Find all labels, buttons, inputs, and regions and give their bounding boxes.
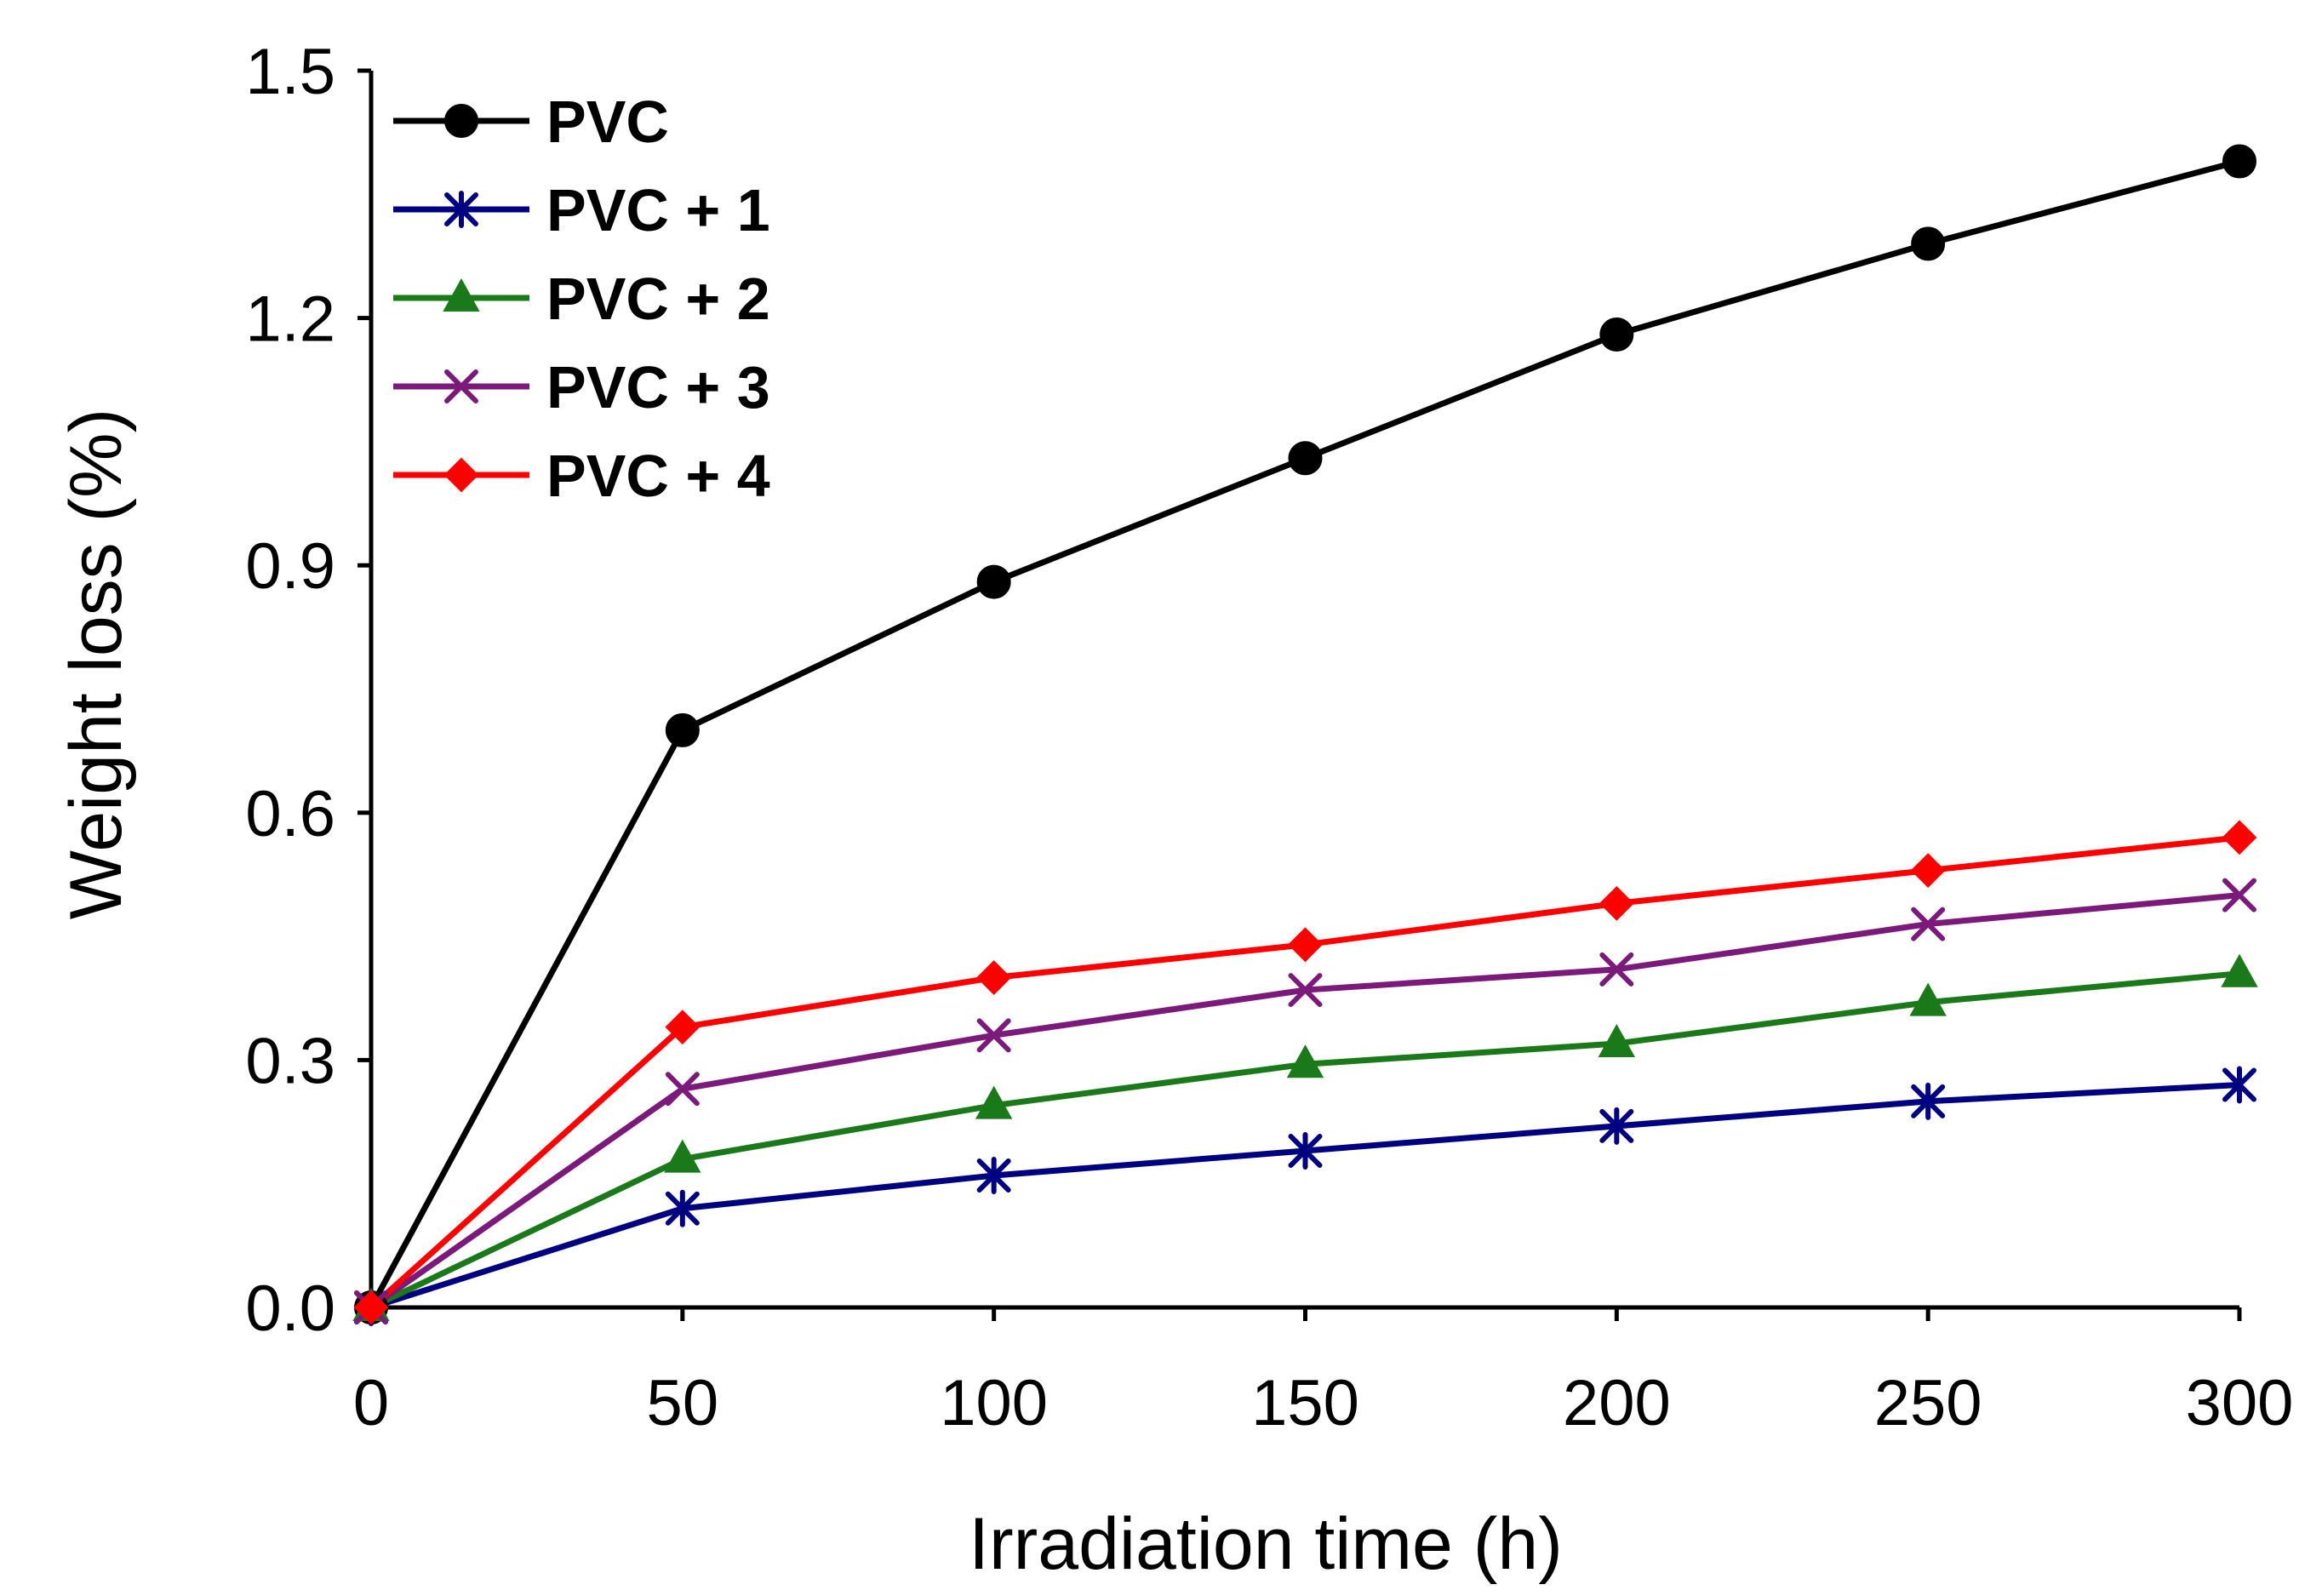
data-point-pvc-1 (1288, 1131, 1323, 1170)
data-point-pvc-4 (2222, 820, 2257, 855)
y-tick-label: 1.2 (245, 283, 335, 356)
data-point-pvc-4 (353, 1290, 389, 1325)
y-tick-label: 0.6 (245, 778, 335, 850)
data-point-pvc-4 (976, 960, 1012, 995)
x-tick-label: 200 (1563, 1367, 1671, 1439)
data-point-pvc (1599, 317, 1634, 352)
ticks: 0 50 100 150 200 250 300 0.0 0.3 0.6 0.9 1.2 1.5 (245, 36, 2293, 1439)
axes (369, 71, 2239, 1310)
x-tick-label: 100 (940, 1367, 1048, 1439)
legend-label-pvc: PVC (546, 89, 669, 155)
x-axis-title: Irradiation time (h) (969, 1503, 1563, 1585)
data-point-pvc-1 (976, 1157, 1011, 1195)
legend-marker-pvc (444, 104, 478, 138)
data-point-pvc (665, 712, 700, 747)
legend-marker-pvc-3 (444, 369, 478, 403)
legend-label-pvc-3: PVC + 3 (546, 354, 770, 420)
data-point-pvc-1 (1599, 1107, 1634, 1145)
legend-marker-pvc-4 (443, 457, 479, 493)
data-point-pvc-3 (1288, 973, 1323, 1008)
y-tick-label: 1.5 (245, 36, 335, 108)
data-point-pvc-2 (2221, 953, 2258, 987)
data-point-pvc-2 (1909, 982, 1947, 1016)
x-tick-label: 300 (2186, 1367, 2294, 1439)
y-tick-label: 0.9 (245, 530, 335, 603)
data-point-pvc-4 (665, 1010, 701, 1045)
legend-marker-pvc-2 (443, 277, 480, 312)
data-point-pvc-3 (976, 1018, 1011, 1053)
y-axis-title: Weight loss (%) (55, 409, 137, 920)
data-point-pvc (1911, 226, 1946, 261)
legend-label-pvc-1: PVC + 1 (546, 177, 770, 243)
legend: PVC PVC + 1 PVC + 2 PVC + 3 PVC + 4 (393, 89, 770, 509)
series-line-pvc-1 (369, 1081, 2240, 1311)
x-tick-label: 0 (353, 1367, 389, 1439)
y-tick-label: 0.0 (245, 1273, 335, 1345)
data-point-pvc-4 (1599, 885, 1634, 921)
data-point-pvc-2 (1286, 1044, 1324, 1078)
data-point-pvc-2 (664, 1139, 701, 1173)
data-point-pvc-1 (2222, 1066, 2256, 1104)
data-point-pvc-4 (1910, 853, 1946, 889)
legend-label-pvc-2: PVC + 2 (546, 266, 770, 332)
series-markers (352, 144, 2258, 1326)
data-point-pvc-3 (1911, 907, 1946, 941)
data-point-pvc-3 (665, 1072, 700, 1107)
data-point-pvc-2 (1598, 1023, 1636, 1058)
data-point-pvc (1288, 441, 1323, 476)
data-point-pvc-2 (975, 1085, 1013, 1119)
data-point-pvc-3 (1599, 952, 1634, 987)
data-point-pvc-1 (665, 1189, 700, 1227)
data-point-pvc (976, 564, 1011, 599)
legend-marker-pvc-1 (444, 191, 478, 228)
data-point-pvc (2222, 144, 2256, 179)
x-tick-label: 250 (1874, 1367, 1982, 1439)
x-tick-label: 50 (647, 1367, 719, 1439)
data-point-pvc-1 (1911, 1082, 1946, 1120)
y-tick-label: 0.3 (245, 1025, 335, 1097)
legend-label-pvc-4: PVC + 4 (546, 443, 770, 509)
x-tick-label: 150 (1251, 1367, 1359, 1439)
data-point-pvc-4 (1288, 927, 1323, 963)
data-point-pvc-3 (2222, 878, 2256, 912)
